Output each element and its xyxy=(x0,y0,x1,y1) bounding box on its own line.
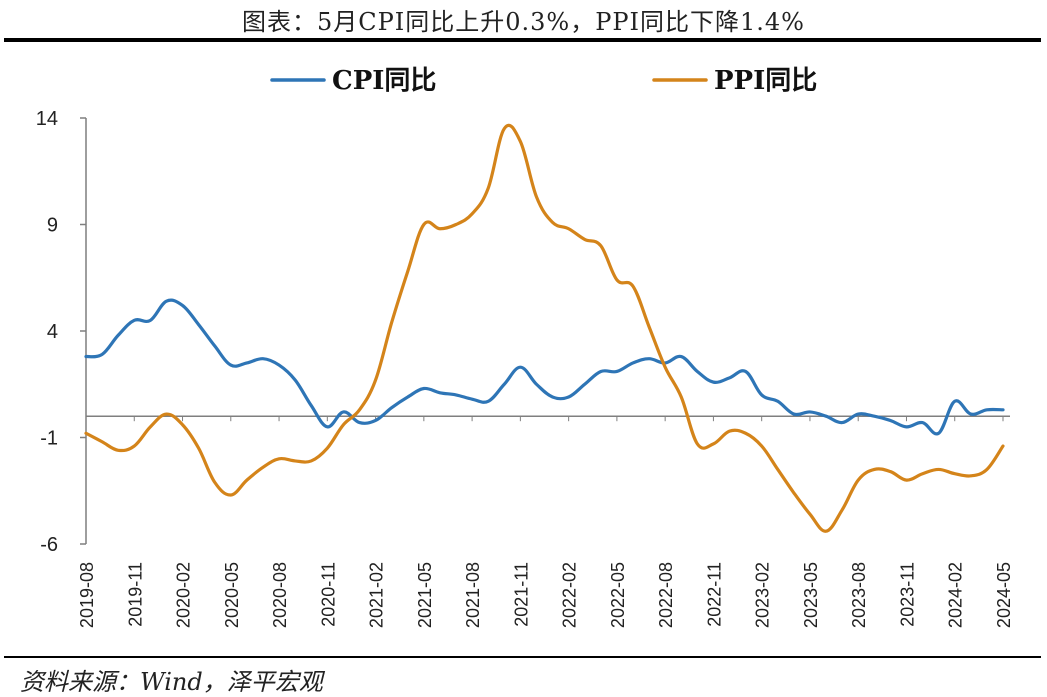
ppi-series-line xyxy=(84,123,1005,533)
cpi-series-line xyxy=(84,298,1005,436)
x-tick-label: 2021-02 xyxy=(367,562,387,628)
x-tick-label: 2022-08 xyxy=(656,562,676,628)
x-tick-label: 2023-02 xyxy=(753,562,773,628)
x-tick-label: 2020-05 xyxy=(222,562,242,628)
x-tick-label: 2022-02 xyxy=(560,562,580,628)
x-tick-label: 2020-02 xyxy=(174,562,194,628)
x-tick-label: 2021-11 xyxy=(511,562,531,627)
bottom-rule xyxy=(4,656,1041,658)
series-layer xyxy=(84,123,1005,533)
x-tick-label: 2020-11 xyxy=(318,562,338,627)
legend-cpi-label: CPI同比 xyxy=(332,66,436,96)
x-tick-label: 2023-08 xyxy=(849,562,869,628)
chart-title: 图表：5月CPI同比上升0.3%，PPI同比下降1.4% xyxy=(242,8,805,36)
y-tick-label: 9 xyxy=(47,215,58,237)
y-tick-label: 4 xyxy=(47,321,58,343)
y-tick-label: -6 xyxy=(40,534,58,556)
x-tick-label: 2022-05 xyxy=(608,562,628,628)
x-axis: 2019-08 2019-11 2020-02 2020-05 2020-08 2020-… xyxy=(77,416,1014,628)
y-axis: 14 9 4 -1 -6 xyxy=(36,108,87,556)
legend: CPI同比 PPI同比 xyxy=(270,66,817,96)
x-tick-label: 2022-11 xyxy=(704,562,724,627)
x-tick-label: 2020-08 xyxy=(270,562,290,628)
x-tick-label: 2024-05 xyxy=(994,562,1014,628)
top-rule xyxy=(4,38,1041,42)
source-note: 资料来源：Wind，泽平宏观 xyxy=(20,668,323,696)
y-tick-label: 14 xyxy=(36,108,58,130)
line-chart: CPI同比 PPI同比 14 9 4 -1 -6 2019-08 2019-11 2020-0… xyxy=(36,66,1014,628)
x-tick-label: 2024-02 xyxy=(946,562,966,628)
x-tick-label: 2021-08 xyxy=(463,562,483,628)
y-tick-label: -1 xyxy=(40,428,58,450)
x-tick-label: 2023-11 xyxy=(897,562,917,627)
x-tick-label: 2021-05 xyxy=(415,562,435,628)
x-tick-label: 2019-11 xyxy=(125,562,145,627)
x-tick-label: 2019-08 xyxy=(77,562,97,628)
legend-ppi-label: PPI同比 xyxy=(714,66,817,96)
x-tick-label: 2023-05 xyxy=(801,562,821,628)
